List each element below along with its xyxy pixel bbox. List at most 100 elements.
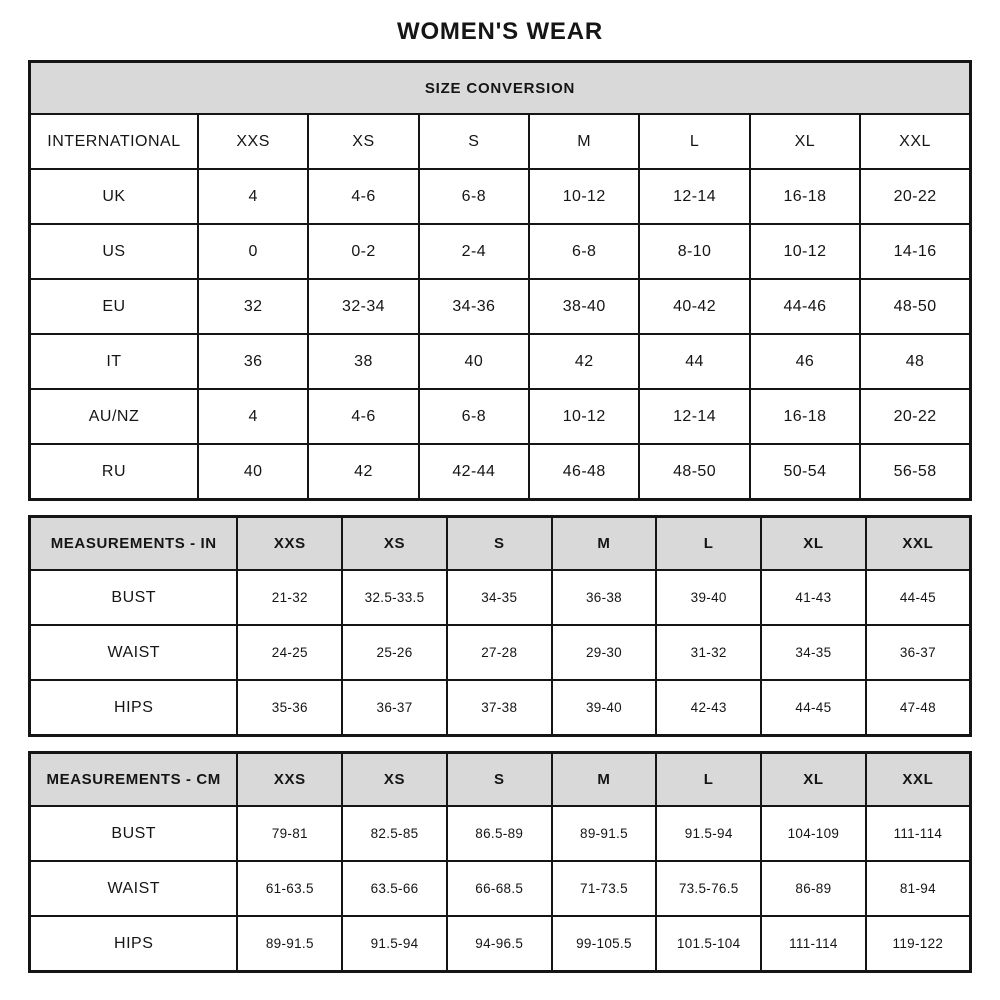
page-title: WOMEN'S WEAR	[397, 18, 603, 45]
cell: 36	[196, 333, 310, 390]
cell: 32.5-33.5	[341, 569, 448, 626]
column-header-xxs: XXS	[196, 113, 310, 170]
size-chart-page: WOMEN'S WEAR SIZE CONVERSION INTERNATION…	[28, 18, 972, 973]
cell: 29-30	[550, 624, 658, 681]
cell: 81-94	[864, 860, 972, 917]
measurements-cm-body: BUST 79-81 82.5-85 86.5-89 89-91.5 91.5-94 104…	[28, 805, 972, 973]
measurements-cm-title: MEASUREMENTS - CM	[28, 751, 239, 807]
cell: 44-45	[864, 569, 972, 626]
cell: 4	[196, 388, 310, 445]
cell: 35-36	[236, 679, 344, 737]
cell: 99-105.5	[550, 915, 658, 973]
column-header-xl: XL	[760, 751, 867, 807]
cell: 34-35	[445, 569, 553, 626]
table-row-bust: BUST 79-81 82.5-85 86.5-89 89-91.5 91.5-94 104…	[28, 805, 972, 862]
cell: 86.5-89	[445, 805, 553, 862]
size-conversion-body: UK 4 4-6 6-8 10-12 12-14 16-18 20-22 US 0 0-2 2-4 6-…	[28, 168, 972, 501]
cell: 6-8	[417, 388, 531, 445]
cell: 38	[307, 333, 420, 390]
table-row-eu: EU 32 32-34 34-36 38-40 40-42 44-46 48-50	[28, 278, 972, 335]
cell: 36-37	[864, 624, 972, 681]
cell: 86-89	[760, 860, 867, 917]
row-label-it: IT	[28, 333, 199, 390]
row-label-hips: HIPS	[28, 679, 239, 737]
cell: 20-22	[859, 168, 972, 225]
cell: 66-68.5	[445, 860, 553, 917]
table-row-waist: WAIST 61-63.5 63.5-66 66-68.5 71-73.5 73.5-76…	[28, 860, 972, 917]
column-header-m: M	[550, 515, 658, 571]
table-row-hips: HIPS 35-36 36-37 37-38 39-40 42-43 44-45 47-48	[28, 679, 972, 737]
table-row-ru: RU 40 42 42-44 46-48 48-50 50-54 56-58	[28, 443, 972, 501]
row-label-hips: HIPS	[28, 915, 239, 973]
measurements-in-header-row: MEASUREMENTS - IN XXS XS S M L XL XXL	[28, 515, 972, 571]
cell: 44-46	[748, 278, 862, 335]
row-label-waist: WAIST	[28, 624, 239, 681]
cell: 44	[638, 333, 751, 390]
column-header-xxs: XXS	[236, 515, 344, 571]
cell: 91.5-94	[655, 805, 763, 862]
cell: 10-12	[528, 168, 641, 225]
cell: 47-48	[864, 679, 972, 737]
cell: 36-38	[550, 569, 658, 626]
column-header-xs: XS	[307, 113, 420, 170]
cell: 39-40	[655, 569, 763, 626]
cell: 12-14	[638, 168, 751, 225]
column-header-xxl: XXL	[864, 751, 972, 807]
cell: 42-44	[417, 443, 531, 501]
cell: 56-58	[859, 443, 972, 501]
row-label-eu: EU	[28, 278, 199, 335]
column-header-m: M	[550, 751, 658, 807]
measurements-cm-table: MEASUREMENTS - CM XXS XS S M L XL XXL BUST 79-8…	[28, 751, 972, 973]
row-label-au-nz: AU/NZ	[28, 388, 199, 445]
cell: 20-22	[859, 388, 972, 445]
cell: 50-54	[748, 443, 862, 501]
column-header-xxl: XXL	[864, 515, 972, 571]
size-conversion-banner-row: SIZE CONVERSION	[28, 60, 972, 115]
cell: 10-12	[748, 223, 862, 280]
cell: 24-25	[236, 624, 344, 681]
column-header-l: L	[655, 751, 763, 807]
cell: 6-8	[417, 168, 531, 225]
cell: 25-26	[341, 624, 448, 681]
table-row-us: US 0 0-2 2-4 6-8 8-10 10-12 14-16	[28, 223, 972, 280]
cell: 36-37	[341, 679, 448, 737]
table-row-waist: WAIST 24-25 25-26 27-28 29-30 31-32 34-35 36-37	[28, 624, 972, 681]
column-header-s: S	[445, 751, 553, 807]
column-header-s: S	[445, 515, 553, 571]
column-header-l: L	[655, 515, 763, 571]
column-header-s: S	[417, 113, 531, 170]
cell: 104-109	[760, 805, 867, 862]
cell: 2-4	[417, 223, 531, 280]
row-label-us: US	[28, 223, 199, 280]
cell: 41-43	[760, 569, 867, 626]
cell: 42	[528, 333, 641, 390]
measurements-cm-header-row: MEASUREMENTS - CM XXS XS S M L XL XXL	[28, 751, 972, 807]
row-label-bust: BUST	[28, 569, 239, 626]
column-header-xl: XL	[760, 515, 867, 571]
table-row-hips: HIPS 89-91.5 91.5-94 94-96.5 99-105.5 101.5-1…	[28, 915, 972, 973]
cell: 34-36	[417, 278, 531, 335]
size-conversion-table: SIZE CONVERSION INTERNATIONAL XXS XS S M L XL X…	[28, 60, 972, 501]
measurements-in-table: MEASUREMENTS - IN XXS XS S M L XL XXL BUST 21-3…	[28, 515, 972, 737]
cell: 4	[196, 168, 310, 225]
cell: 21-32	[236, 569, 344, 626]
cell: 101.5-104	[655, 915, 763, 973]
cell: 111-114	[864, 805, 972, 862]
cell: 39-40	[550, 679, 658, 737]
column-header-xl: XL	[748, 113, 862, 170]
cell: 119-122	[864, 915, 972, 973]
cell: 44-45	[760, 679, 867, 737]
cell: 4-6	[307, 168, 420, 225]
cell: 0	[196, 223, 310, 280]
cell: 16-18	[748, 388, 862, 445]
column-header-m: M	[528, 113, 641, 170]
column-header-xxs: XXS	[236, 751, 344, 807]
row-label-waist: WAIST	[28, 860, 239, 917]
cell: 10-12	[528, 388, 641, 445]
row-label-ru: RU	[28, 443, 199, 501]
column-header-xs: XS	[341, 515, 448, 571]
cell: 32-34	[307, 278, 420, 335]
cell: 82.5-85	[341, 805, 448, 862]
cell: 46-48	[528, 443, 641, 501]
table-row-it: IT 36 38 40 42 44 46 48	[28, 333, 972, 390]
